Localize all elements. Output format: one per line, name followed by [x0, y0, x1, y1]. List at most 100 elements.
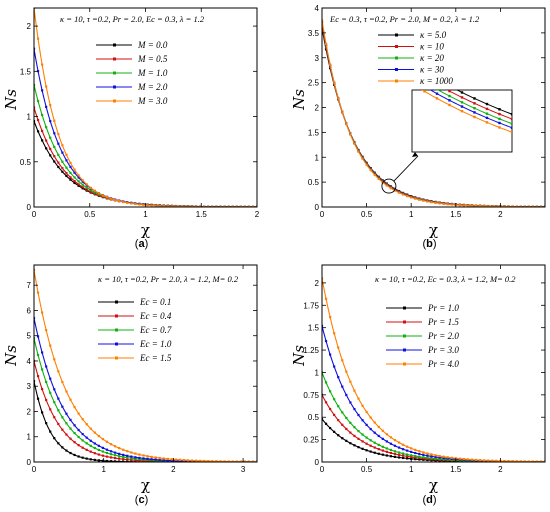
data-point — [414, 458, 417, 461]
data-point — [442, 456, 445, 460]
data-point — [418, 455, 421, 458]
y-tick-label: 4 — [27, 357, 32, 366]
legend-label: M = 1.0 — [137, 68, 168, 78]
data-point — [101, 450, 105, 453]
y-tick-label: 0.5 — [308, 413, 320, 422]
data-point — [401, 448, 405, 451]
data-point — [97, 453, 100, 456]
data-point — [166, 205, 169, 207]
y-axis-label: Ns — [2, 345, 20, 367]
x-tick-label: 0 — [320, 210, 325, 219]
data-point — [337, 97, 340, 100]
data-point — [178, 458, 182, 461]
data-point — [150, 204, 153, 207]
data-point — [134, 456, 137, 459]
data-point — [73, 441, 76, 444]
y-axis-label: Ns — [290, 89, 308, 111]
data-point — [414, 451, 417, 455]
data-point — [36, 335, 40, 338]
data-point — [389, 442, 393, 445]
data-point — [349, 133, 352, 136]
data-point — [203, 459, 206, 462]
data-point — [73, 179, 76, 183]
data-point — [373, 421, 376, 424]
series-line — [322, 372, 545, 462]
data-point — [69, 165, 72, 169]
data-point — [247, 460, 250, 462]
data-point — [418, 452, 421, 456]
data-point — [122, 200, 125, 204]
data-point — [491, 205, 494, 207]
data-point — [89, 186, 92, 189]
data-point — [527, 205, 530, 207]
data-point — [341, 385, 344, 388]
data-point — [122, 458, 125, 461]
data-point — [57, 142, 60, 145]
data-point — [97, 459, 100, 462]
data-point — [93, 442, 96, 445]
data-point — [97, 192, 100, 195]
data-point — [483, 205, 486, 207]
panel-caption: (c) — [135, 494, 148, 506]
inset-series — [435, 90, 512, 125]
data-point — [126, 458, 129, 461]
legend-marker — [115, 300, 118, 304]
data-point — [178, 205, 182, 207]
data-point — [322, 417, 324, 421]
legend-marker — [403, 306, 406, 310]
data-point — [470, 204, 474, 207]
y-tick-label: 0.5 — [20, 158, 32, 167]
x-tick-label: 0 — [32, 465, 37, 474]
data-point — [251, 460, 255, 462]
data-point — [73, 405, 76, 409]
data-point — [162, 459, 165, 462]
legend-marker — [113, 71, 116, 75]
legend-marker — [115, 314, 118, 318]
data-point — [36, 353, 40, 357]
data-point — [61, 380, 64, 384]
data-point — [422, 458, 425, 461]
data-point — [539, 460, 543, 462]
data-point — [93, 191, 96, 194]
y-tick-label: 0 — [315, 203, 320, 212]
data-point — [385, 450, 388, 453]
data-point — [361, 447, 364, 450]
data-point — [85, 423, 88, 426]
series-line — [34, 120, 257, 207]
y-tick-label: 2.5 — [308, 79, 320, 88]
data-point — [227, 205, 230, 207]
data-point — [65, 412, 68, 415]
data-point — [474, 458, 478, 462]
data-point — [69, 418, 72, 422]
data-point — [34, 380, 36, 383]
data-point — [93, 431, 96, 434]
data-point — [49, 391, 52, 394]
data-point — [219, 205, 222, 207]
data-point — [49, 344, 52, 347]
data-point — [109, 460, 113, 462]
data-point — [345, 370, 348, 373]
data-point — [89, 458, 92, 461]
inset-point — [473, 115, 476, 119]
legend-marker — [113, 99, 116, 103]
data-point — [49, 103, 52, 107]
data-point — [438, 454, 441, 458]
inset-series — [446, 90, 512, 121]
data-point — [349, 380, 352, 383]
data-point — [373, 431, 376, 434]
legend-marker — [395, 56, 398, 60]
data-point — [430, 455, 433, 458]
data-point — [345, 439, 348, 442]
data-point — [543, 460, 545, 462]
data-point — [503, 205, 506, 207]
y-tick-label: 1 — [27, 113, 32, 122]
data-point — [53, 358, 56, 361]
data-point — [122, 460, 125, 462]
data-point — [81, 439, 84, 442]
data-point — [373, 451, 376, 454]
data-point — [61, 428, 64, 431]
legend: Ec = 0.1 Ec = 0.4 Ec = 0.7 Ec = 1.0 Ec = 1.5 — [98, 297, 172, 363]
panel-caption: (d) — [422, 494, 436, 506]
data-point — [126, 454, 129, 457]
y-tick-label: 1.5 — [308, 128, 320, 137]
